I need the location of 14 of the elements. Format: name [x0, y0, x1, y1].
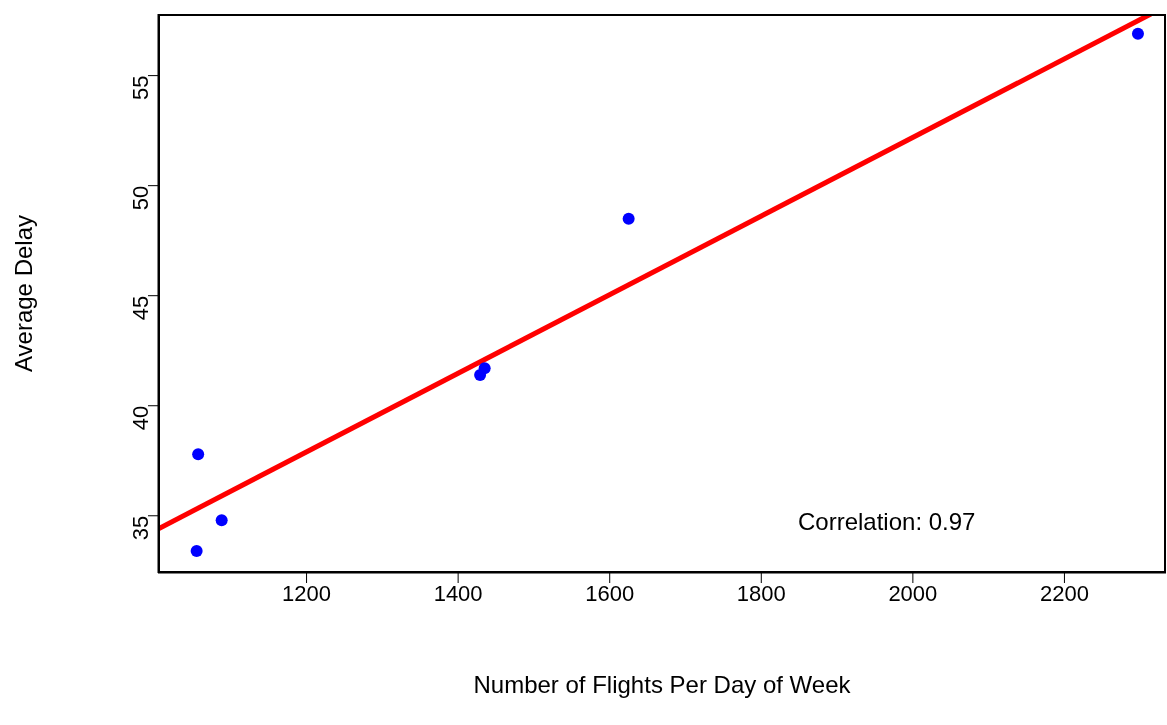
x-tick-label: 1200 [282, 580, 332, 606]
y-tick-label: 35 [127, 515, 153, 541]
annotation: Correlation: 0.97 [798, 508, 976, 536]
x-tick-label: 1600 [585, 580, 635, 606]
x-tick-label: 1400 [433, 580, 483, 606]
y-tick-label: 55 [127, 75, 153, 101]
x-axis-title: Number of Flights Per Day of Week [473, 671, 852, 698]
x-tick-label: 2000 [888, 580, 938, 606]
x-tick-label: 2200 [1039, 580, 1089, 606]
y-tick-label: 40 [127, 405, 153, 431]
y-axis-title: Average Delay [9, 215, 37, 372]
y-tick-label: 45 [127, 295, 153, 321]
x-tick-label: 1800 [736, 580, 786, 606]
y-tick-label: 50 [127, 185, 153, 211]
